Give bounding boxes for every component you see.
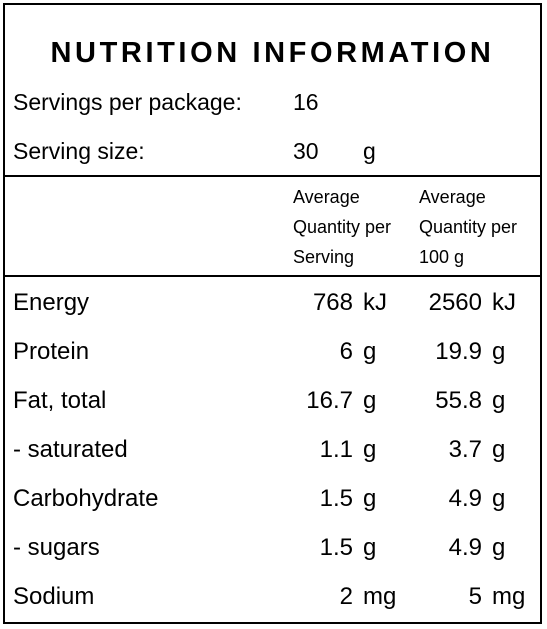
per-100g-value: 2560	[428, 289, 482, 316]
column-header-line: 100 g	[419, 247, 465, 267]
per-100g-unit: kJ	[492, 289, 516, 316]
header-divider	[5, 175, 540, 177]
per-serving-value: 6	[339, 338, 353, 365]
panel-title: NUTRITION INFORMATION	[50, 37, 495, 69]
per-serving-unit: g	[363, 387, 377, 414]
per-serving-value: 768	[312, 289, 353, 316]
per-100g-value: 19.9	[435, 338, 482, 365]
column-header-per-serving: Average Quantity per Serving	[293, 182, 391, 272]
column-header-line: Quantity per	[419, 217, 518, 237]
per-100g-unit: g	[492, 338, 506, 365]
per-100g-unit: g	[492, 485, 506, 512]
per-100g-value: 55.8	[435, 387, 482, 414]
per-serving-value: 1.5	[319, 534, 353, 561]
nutrient-name: - sugars	[13, 534, 100, 561]
nutrient-name: Protein	[13, 338, 90, 365]
per-serving-value: 2	[339, 583, 353, 610]
table-row: Energy 768 kJ 2560 kJ	[5, 278, 540, 327]
per-serving-unit: g	[363, 534, 377, 561]
table-row: Fat, total 16.7 g 55.8 g	[5, 376, 540, 425]
servings-value: 16	[293, 89, 319, 115]
table-row: - saturated 1.1 g 3.7 g	[5, 425, 540, 474]
per-serving-unit: g	[363, 485, 377, 512]
serving-size-unit: g	[363, 138, 376, 164]
column-header-line: Quantity per	[293, 217, 392, 237]
per-serving-unit: kJ	[363, 289, 387, 316]
per-100g-value: 5	[468, 583, 482, 610]
per-100g-unit: g	[492, 436, 506, 463]
serving-size-value: 30	[293, 138, 319, 164]
nutrition-panel: NUTRITION INFORMATION Servings per packa…	[3, 3, 542, 624]
per-100g-unit: g	[492, 534, 506, 561]
per-serving-value: 16.7	[306, 387, 353, 414]
per-serving-value: 1.1	[319, 436, 353, 463]
nutrient-name: - saturated	[13, 436, 128, 463]
per-serving-unit: g	[363, 338, 377, 365]
table-row: Sodium 2 mg 5 mg	[5, 572, 540, 621]
per-serving-unit: mg	[363, 583, 397, 610]
nutrient-name: Sodium	[13, 583, 95, 610]
per-100g-value: 3.7	[448, 436, 482, 463]
table-divider	[5, 275, 540, 277]
per-100g-value: 4.9	[448, 534, 482, 561]
nutrient-name: Carbohydrate	[13, 485, 159, 512]
nutrient-name: Fat, total	[13, 387, 107, 414]
table-row: Carbohydrate 1.5 g 4.9 g	[5, 474, 540, 523]
nutrient-name: Energy	[13, 289, 90, 316]
table-row: Protein 6 g 19.9 g	[5, 327, 540, 376]
servings-label: Servings per package:	[13, 89, 242, 115]
column-header-line: Average	[293, 187, 360, 207]
table-row: - sugars 1.5 g 4.9 g	[5, 523, 540, 572]
per-100g-unit: g	[492, 387, 506, 414]
column-header-line: Serving	[293, 247, 355, 267]
per-100g-value: 4.9	[448, 485, 482, 512]
serving-size-label: Serving size:	[13, 138, 145, 164]
column-header-line: Average	[419, 187, 486, 207]
per-100g-unit: mg	[492, 583, 526, 610]
per-serving-unit: g	[363, 436, 377, 463]
per-serving-value: 1.5	[319, 485, 353, 512]
column-header-per-100g: Average Quantity per 100 g	[419, 182, 517, 272]
